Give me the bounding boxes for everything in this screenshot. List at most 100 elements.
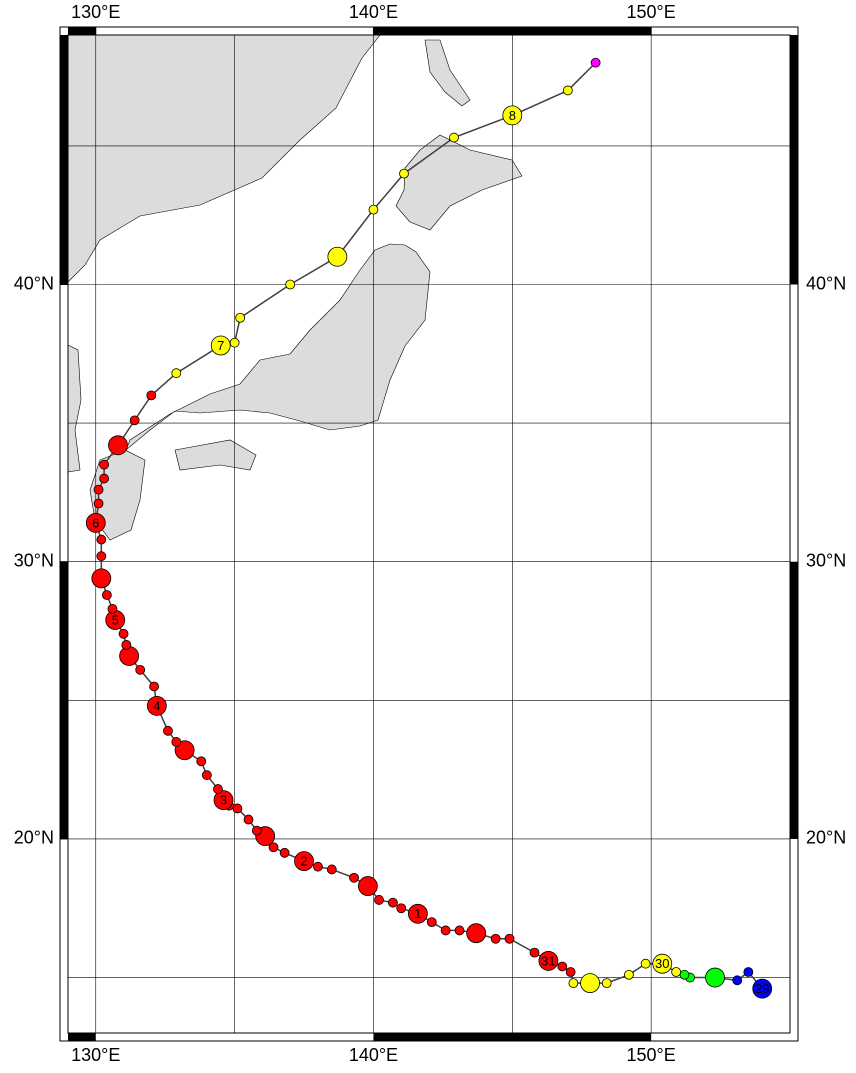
y-tick-label: 20°N <box>806 828 846 848</box>
y-tick-label: 40°N <box>14 273 54 293</box>
track-point <box>652 953 673 974</box>
track-point <box>99 473 109 484</box>
track-point <box>108 435 128 456</box>
track-point <box>454 925 465 936</box>
shikoku <box>174 439 257 471</box>
y-tick-label: 20°N <box>14 828 54 848</box>
track-point <box>705 967 725 988</box>
track-point <box>149 681 159 692</box>
frame-band <box>68 1033 96 1041</box>
day-label: 5 <box>112 612 119 627</box>
track-point <box>99 459 109 470</box>
track-point <box>232 803 243 814</box>
frame-band <box>373 1033 652 1041</box>
track-point <box>752 978 773 999</box>
x-tick-label: 150°E <box>627 1045 676 1065</box>
track-point <box>387 897 398 908</box>
track-point <box>313 861 323 872</box>
frame-band <box>790 35 798 285</box>
track-point <box>251 825 262 836</box>
track-point <box>349 872 359 883</box>
track-point <box>399 168 409 179</box>
track-point <box>146 390 157 401</box>
x-tick-label: 130°E <box>71 1045 120 1065</box>
track-point <box>171 368 182 379</box>
track-point <box>279 847 290 858</box>
track-point <box>146 695 167 716</box>
day-label: 30 <box>655 956 669 971</box>
track-point <box>538 951 559 971</box>
day-label: 3 <box>220 793 227 808</box>
track-point <box>243 814 254 825</box>
day-label: 4 <box>153 698 160 713</box>
track-point <box>91 568 112 589</box>
track-point <box>368 204 379 215</box>
track-point <box>101 590 112 600</box>
land <box>67 34 523 541</box>
track-point <box>294 851 314 872</box>
track-point <box>562 85 573 96</box>
track-point <box>201 770 212 781</box>
x-tick-label: 140°E <box>349 2 398 22</box>
track-point <box>196 756 207 767</box>
track-point <box>96 551 107 562</box>
day-label: 29 <box>755 981 769 996</box>
track-point <box>213 790 234 811</box>
track-point <box>129 415 140 426</box>
x-tick-label: 130°E <box>71 2 120 22</box>
day-label: 2 <box>300 854 307 869</box>
track-point <box>743 967 754 977</box>
track-point <box>121 639 132 650</box>
track-point <box>466 923 487 944</box>
hokkaido <box>395 134 523 231</box>
day-label: 6 <box>92 515 99 530</box>
track-point <box>118 628 129 639</box>
track-point <box>624 969 634 980</box>
y-tick-label: 30°N <box>14 550 54 570</box>
track-point <box>93 484 104 495</box>
mainland <box>67 34 381 283</box>
track-point <box>374 895 384 905</box>
track-point <box>96 534 107 545</box>
track-point <box>679 969 690 980</box>
track-point <box>285 279 296 290</box>
sakhalin <box>424 39 471 107</box>
track-point <box>107 603 118 614</box>
y-tick-label: 40°N <box>806 273 846 293</box>
track-point <box>163 725 173 736</box>
track-point <box>490 933 501 944</box>
track-point <box>557 961 568 972</box>
day-label: 31 <box>541 953 555 968</box>
x-tick-label: 150°E <box>627 2 676 22</box>
track-point <box>358 876 378 896</box>
honshu <box>125 243 431 451</box>
track-point <box>396 903 407 914</box>
track-point <box>449 132 459 143</box>
track-point <box>171 737 182 747</box>
track-point <box>671 967 682 977</box>
day-label: 7 <box>217 338 224 353</box>
track-point <box>426 917 437 928</box>
track-point <box>119 646 139 666</box>
track-point <box>93 498 104 509</box>
track-point <box>235 312 246 323</box>
track-point <box>210 335 231 356</box>
track-point <box>213 784 223 794</box>
track-point <box>590 57 601 68</box>
day-label: 8 <box>509 108 516 123</box>
track-point <box>440 925 451 936</box>
track-point <box>502 105 523 126</box>
frame-band <box>60 561 68 839</box>
track-point <box>568 978 579 988</box>
day-label: 1 <box>414 906 421 921</box>
track-point <box>229 337 240 348</box>
frame-band <box>373 27 652 35</box>
track-point <box>268 842 279 853</box>
korea <box>67 344 82 473</box>
track-point <box>580 973 600 993</box>
track-point <box>407 903 428 924</box>
track-point <box>174 740 195 761</box>
track-point <box>85 513 106 533</box>
track-point <box>732 975 743 986</box>
